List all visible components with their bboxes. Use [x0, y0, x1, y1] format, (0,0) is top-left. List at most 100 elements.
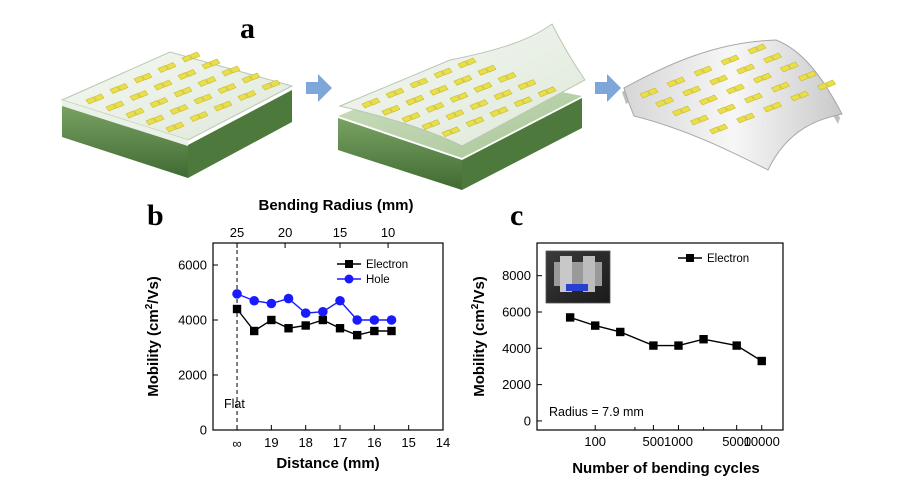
electrode-pad — [481, 82, 493, 90]
electrode-pad — [779, 64, 791, 73]
substrate-side-left — [62, 105, 188, 178]
electrode-pad — [173, 89, 185, 98]
x-tick-label: 10000 — [744, 434, 780, 449]
electrode-pad — [405, 97, 417, 106]
electrode-pad — [817, 82, 829, 91]
y-tick-label: 4000 — [178, 313, 207, 328]
electrode-pad — [441, 129, 453, 138]
electrode-pad — [690, 85, 702, 94]
electrode-pad — [221, 68, 233, 77]
electrode-pad — [473, 85, 485, 93]
data-point-electron — [699, 335, 708, 344]
electrode-pad — [461, 74, 473, 83]
electrode-pad — [744, 63, 756, 72]
electrode-pad — [825, 79, 837, 88]
electrode-pad — [682, 88, 694, 97]
electrode-pad — [790, 93, 802, 102]
electrode-pad — [401, 115, 413, 123]
illustration-stage-1 — [60, 51, 294, 178]
legend-label-electron: Electron — [366, 259, 408, 271]
electrode-pad — [497, 75, 509, 83]
y-axis-title-main: Mobility (cm — [145, 309, 162, 397]
electrode-pad — [724, 103, 736, 112]
inset-jaw-right — [583, 256, 595, 292]
arrow-2 — [595, 74, 621, 102]
electrode-pad — [229, 65, 241, 74]
arrow-right-icon — [595, 74, 621, 102]
y-axis-title: Mobility (cm2/Vs) — [470, 276, 488, 397]
y-tick-label: 0 — [200, 423, 207, 438]
data-point-electron — [674, 341, 683, 350]
inset-photo — [545, 250, 611, 304]
electrode-pad — [751, 92, 763, 101]
electrode-pad — [477, 67, 489, 76]
electrode-pad — [181, 54, 193, 63]
data-point-hole — [386, 315, 397, 325]
y-axis-title-tail: /Vs) — [471, 276, 488, 304]
y-axis-title-tail: /Vs) — [145, 276, 162, 304]
electrode-pad — [513, 99, 525, 108]
electrode-pad — [213, 103, 225, 112]
x-tick-label: 14 — [436, 435, 450, 450]
x-tick-label: 19 — [264, 435, 278, 450]
electrode-pad — [217, 86, 229, 94]
electrode-pad — [485, 64, 497, 73]
electrode-pad — [189, 114, 201, 122]
electrode-pad — [457, 60, 469, 69]
electrode-pad — [393, 87, 405, 96]
y-tick-label: 4000 — [502, 341, 531, 356]
data-point-electron — [267, 315, 276, 325]
electrode-pads — [85, 51, 281, 133]
electrode-pad — [413, 94, 425, 103]
x-tick-label: 100 — [584, 434, 606, 449]
data-point-hole — [249, 295, 259, 306]
data-point-hole — [352, 315, 362, 325]
electrode-pad — [505, 72, 517, 80]
electrode-pad — [663, 96, 675, 105]
electrode-pad — [145, 117, 157, 126]
electrode-pad — [525, 79, 537, 87]
y-axis-title-sup: 2 — [144, 303, 155, 309]
x-tick-label: 17 — [333, 435, 347, 450]
electrode-pad — [409, 80, 421, 89]
top-tick-label: 25 — [230, 225, 244, 240]
electrode-pad — [117, 83, 129, 91]
electrode-pad — [771, 101, 783, 110]
data-point-hole — [232, 289, 242, 299]
electrode-pad — [241, 75, 253, 84]
y-tick-label: 2000 — [178, 368, 207, 383]
electrode-pad — [706, 94, 718, 103]
data-point-electron — [757, 356, 766, 366]
electrode-pad — [671, 108, 683, 117]
illustration-stage-2 — [338, 23, 586, 190]
electrode-pad — [197, 111, 209, 119]
electrode-pad — [149, 100, 161, 108]
electrode-pad — [517, 82, 529, 90]
top-tick-label: 10 — [381, 225, 395, 240]
electrode-pad — [249, 72, 261, 81]
electrode-pad — [165, 62, 177, 70]
electrode-pad — [639, 90, 651, 99]
substrate-side-right — [188, 90, 292, 178]
arrow-right-icon — [306, 74, 332, 102]
electrode-pad — [743, 95, 755, 104]
electrode-pad — [805, 70, 817, 79]
electrode-pad — [728, 54, 740, 63]
electrode-pad — [245, 90, 257, 98]
data-point-electron — [370, 326, 379, 336]
data-point-electron — [249, 326, 259, 336]
data-point-electron — [591, 321, 600, 330]
electrode-pad — [177, 72, 189, 80]
radius-annotation: Radius = 7.9 mm — [549, 405, 644, 419]
substrate-side-left — [338, 118, 462, 190]
data-point-hole — [318, 306, 328, 317]
series-line-hole — [236, 293, 392, 321]
top-tick-label: 15 — [333, 225, 347, 240]
x-axis-title: Distance (mm) — [276, 455, 379, 472]
legend-marker — [686, 254, 694, 262]
electrode-pad — [197, 79, 209, 87]
data-point-electron — [649, 341, 658, 350]
electrode-pad — [537, 89, 549, 98]
electrode-pad — [521, 96, 533, 105]
